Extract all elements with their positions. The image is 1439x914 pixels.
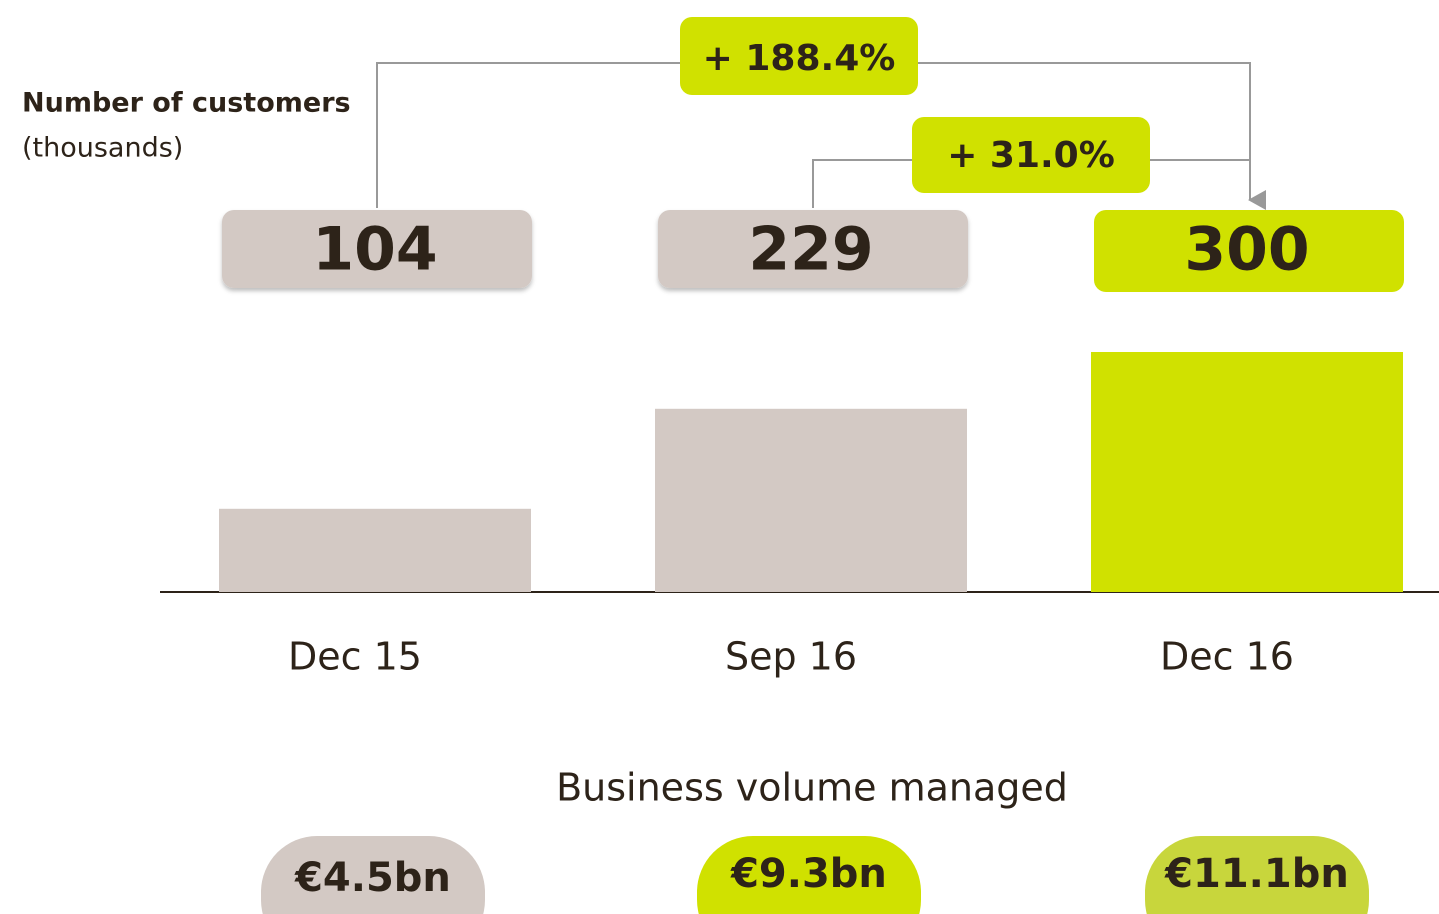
volume-label: €4.5bn [294,855,451,901]
volume-pill [1145,836,1369,914]
value-label-box [1094,210,1404,292]
value-label-box [658,210,968,288]
volume-pill [697,836,921,914]
bar [1091,352,1403,592]
annotation-box [912,117,1150,193]
bar [655,408,967,592]
chart-subtitle: (thousands) [22,133,183,164]
x-tick-label: Sep 16 [725,635,857,679]
value-label-box [222,210,532,288]
value-label: 300 [1184,215,1309,285]
bar [219,508,531,592]
chart-title: Number of customers [22,88,351,119]
annotation: + 31.0% [947,135,1115,176]
value-label: 104 [312,215,437,285]
section-title: Business volume managed [556,766,1068,810]
annotation: + 188.4% [703,38,896,79]
volume-label: €11.1bn [1164,851,1349,897]
annotation-box [680,17,918,95]
x-tick-label: Dec 16 [1160,635,1294,679]
value-label: 229 [748,215,873,285]
volume-pill [261,836,485,914]
volume-label: €9.3bn [730,851,887,897]
x-tick-label: Dec 15 [288,635,422,679]
